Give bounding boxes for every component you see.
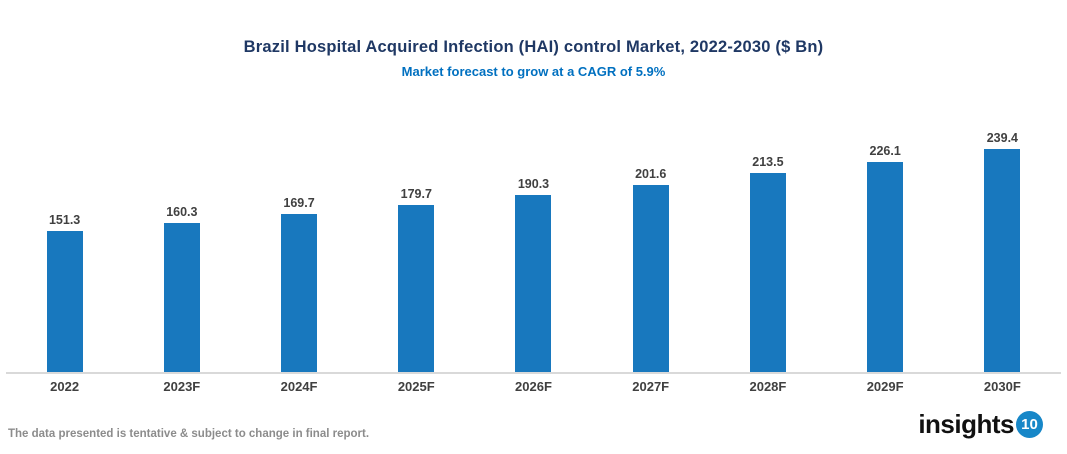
x-axis-tick-label: 2022: [50, 379, 80, 394]
x-axis-tick-label: 2027F: [632, 379, 670, 394]
x-axis-tick-label: 2023F: [163, 379, 201, 394]
logo-number-badge: 10: [1016, 411, 1043, 438]
bar-value-label: 226.1: [869, 144, 901, 158]
bar-value-label: 151.3: [48, 213, 81, 227]
bar-value-label: 239.4: [986, 131, 1018, 145]
insights10-logo: insights 10: [918, 409, 1043, 440]
x-axis-tick-label: 2024F: [280, 379, 318, 394]
bar-column: 190.3: [475, 107, 592, 372]
bar-chart: 151.3 160.3 169.7 179.7 190.3 201.6 213.5 226.1…: [6, 107, 1061, 394]
bar-column: 160.3: [123, 107, 240, 372]
bar-column: 169.7: [240, 107, 357, 372]
bar: [632, 185, 669, 372]
chart-header: Brazil Hospital Acquired Infection (HAI)…: [0, 0, 1067, 79]
bar: [281, 214, 318, 372]
x-axis-tick-label: 2028F: [749, 379, 787, 394]
bar: [46, 231, 83, 372]
bar-value-label: 201.6: [635, 167, 667, 181]
bar-value-label: 169.7: [283, 196, 315, 210]
x-axis-line: [6, 372, 1061, 374]
bar-column: 213.5: [709, 107, 826, 372]
bar-value-label: 213.5: [752, 155, 784, 169]
bar: [398, 205, 435, 372]
chart-subtitle: Market forecast to grow at a CAGR of 5.9…: [401, 64, 666, 79]
chart-title: Brazil Hospital Acquired Infection (HAI)…: [243, 38, 824, 56]
bar-column: 226.1: [827, 107, 944, 372]
bar-column: 179.7: [358, 107, 475, 372]
bar: [515, 195, 552, 372]
bar: [867, 162, 904, 372]
bar-column: 239.4: [944, 107, 1061, 372]
x-axis-tick-label: 2026F: [515, 379, 552, 394]
bar: [984, 149, 1021, 372]
bar: [749, 173, 786, 372]
footer-disclaimer: The data presented is tentative & subjec…: [8, 428, 370, 440]
bar: [163, 223, 200, 372]
x-axis-tick-label: 2029F: [866, 379, 904, 394]
logo-wordmark: insights: [918, 409, 1014, 439]
bar-column: 151.3: [6, 107, 123, 372]
bar-value-label: 190.3: [517, 177, 550, 191]
bar-value-label: 160.3: [166, 205, 198, 219]
bars-area: 151.3 160.3 169.7 179.7 190.3 201.6 213.5 226.1…: [6, 107, 1061, 372]
x-axis-labels: 2022 2023F 2024F 2025F 2026F 2027F 2028F 2029F 2…: [6, 374, 1061, 394]
x-axis-tick-label: 2025F: [397, 379, 435, 394]
bar-value-label: 179.7: [400, 187, 432, 201]
bar-column: 201.6: [592, 107, 709, 372]
x-axis-tick-label: 2030F: [983, 379, 1021, 394]
